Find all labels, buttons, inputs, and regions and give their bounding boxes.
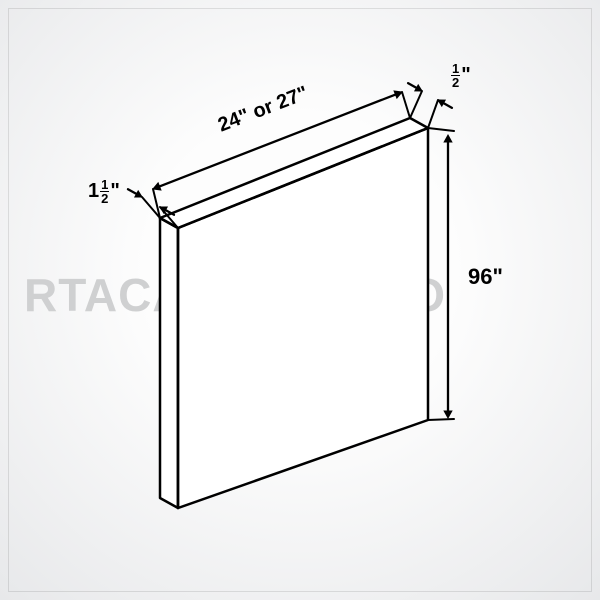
dim-thickness-label: 1 2 " bbox=[450, 62, 471, 89]
diagram-canvas: RTACABINETS.CO 96" 24" or 27" 1 2 " 1 1 … bbox=[0, 0, 600, 600]
dim-height-label: 96" bbox=[468, 264, 503, 290]
dim-stile-inch: " bbox=[110, 180, 119, 202]
dim-thickness-denom: 2 bbox=[451, 76, 460, 89]
dim-thickness-inch: " bbox=[461, 64, 470, 86]
dim-stile-label: 1 1 2 " bbox=[88, 178, 120, 205]
dim-stile-numer: 1 bbox=[100, 178, 109, 192]
dim-stile-denom: 2 bbox=[100, 192, 109, 205]
dim-stile-whole: 1 bbox=[88, 180, 99, 202]
dim-thickness-numer: 1 bbox=[451, 62, 460, 76]
